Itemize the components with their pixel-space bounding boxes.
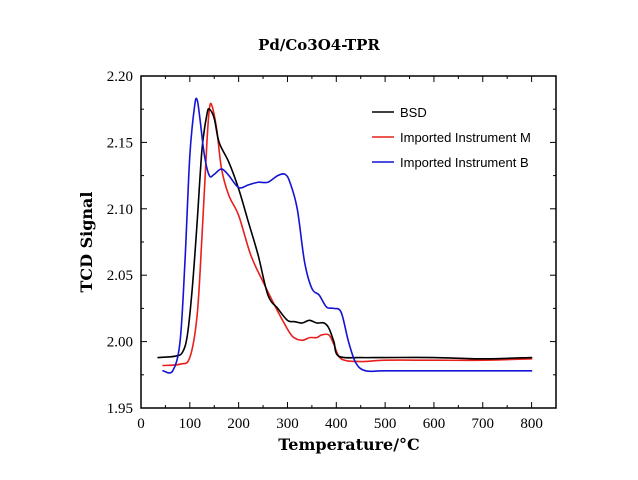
y-tick-label: 1.95 [107, 401, 133, 417]
x-tick-label: 600 [423, 416, 446, 432]
series-line-imported-instrument-m [162, 102, 533, 367]
x-tick-label: 100 [179, 416, 202, 432]
x-tick-label: 400 [325, 416, 348, 432]
y-tick-label: 2.20 [107, 69, 133, 85]
y-tick-label: 2.05 [107, 268, 133, 284]
series-line-bsd [157, 108, 533, 360]
y-tick-label: 2.00 [107, 335, 133, 351]
x-tick-label: 800 [520, 416, 543, 432]
legend-label-imported-instrument-b: Imported Instrument B [400, 155, 529, 170]
y-axis-label: TCD Signal [77, 192, 96, 293]
x-tick-label: 0 [137, 416, 145, 432]
y-tick-label: 2.10 [107, 202, 133, 218]
series-layer [157, 97, 533, 374]
x-tick-label: 300 [276, 416, 299, 432]
series-line-imported-instrument-b [162, 97, 533, 374]
legend-label-bsd: BSD [400, 105, 427, 120]
x-axis-label: Temperature/°C [278, 435, 420, 454]
x-tick-label: 500 [374, 416, 397, 432]
y-axis-ticks: 1.95 2.00 2.05 2.10 2.15 2.20 [107, 69, 556, 417]
plot-frame [140, 75, 557, 409]
x-tick-label: 200 [227, 416, 250, 432]
legend: BSD Imported Instrument M Imported Instrum… [372, 105, 531, 170]
x-tick-label: 700 [472, 416, 495, 432]
y-tick-label: 2.15 [107, 135, 133, 151]
chart-title: Pd/Co3O4-TPR [258, 36, 380, 54]
legend-label-imported-instrument-m: Imported Instrument M [400, 130, 531, 145]
x-axis-ticks: 0 100 200 300 400 500 600 700 800 [137, 76, 543, 432]
